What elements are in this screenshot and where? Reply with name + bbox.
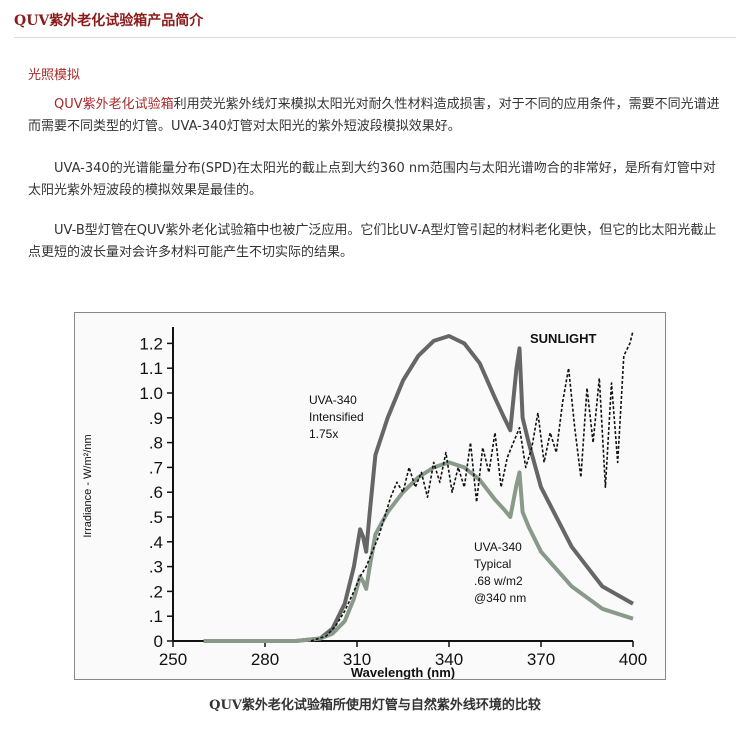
x-tick-label: 340	[435, 650, 463, 669]
page-header: QUV紫外老化试验箱产品简介	[14, 10, 736, 38]
paragraph-2: UVA-340的光谱能量分布(SPD)在太阳光的截止点到大约360 nm范围内与…	[28, 158, 728, 202]
annotation-typical-line4: @340 nm	[474, 591, 526, 605]
paragraph-2-text: UVA-340的光谱能量分布(SPD)在太阳光的截止点到大约360 nm范围内与…	[28, 161, 716, 198]
y-tick-label: 1.2	[139, 334, 163, 353]
paragraph-1: QUV紫外老化试验箱利用荧光紫外线灯来模拟太阳光对耐久性材料造成损害，对于不同的…	[28, 94, 728, 138]
y-axis-label: Irradiance - W/m²/nm	[82, 434, 94, 537]
x-tick-label: 250	[159, 650, 187, 669]
annotation-typical-line3: .68 w/m2	[474, 574, 523, 588]
figure-caption: QUV紫外老化试验箱所使用灯管与自然紫外线环境的比较	[209, 698, 541, 713]
series-line-2	[203, 460, 634, 643]
annotation-intensified-name: UVA-340	[309, 393, 357, 407]
product-link[interactable]: QUV紫外老化试验箱	[54, 97, 174, 112]
y-tick-label: 0	[154, 632, 163, 651]
paragraph-3-text: UV-B型灯管在QUV紫外老化试验箱中也被广泛应用。它们比UV-A型灯管引起的材…	[28, 223, 717, 260]
spectrum-chart: 250 280 310 340 370 400 0 .1 .2 .3 .4 .5 .6 .7 .8 .9 1.0…	[82, 327, 647, 679]
y-tick-label: .9	[149, 409, 163, 428]
x-tick-label: 370	[527, 650, 555, 669]
y-tick-label: .7	[149, 458, 163, 477]
series-line-1	[203, 334, 634, 643]
paragraph-3: UV-B型灯管在QUV紫外老化试验箱中也被广泛应用。它们比UV-A型灯管引起的材…	[28, 220, 728, 264]
y-tick-label: 1.0	[139, 384, 163, 403]
annotation-intensified-line3: 1.75x	[309, 427, 338, 441]
page-title: QUV紫外老化试验箱产品简介	[14, 13, 204, 29]
annotation-sunlight: SUNLIGHT	[530, 331, 597, 346]
x-tick-label: 400	[619, 650, 647, 669]
y-tick-label: .8	[149, 434, 163, 453]
y-tick-label: .1	[149, 607, 163, 626]
annotation-intensified-line2: Intensified	[309, 410, 364, 424]
x-axis-label: Wavelength (nm)	[351, 665, 455, 679]
x-tick-label: 310	[343, 650, 371, 669]
annotation-typical-line2: Typical	[474, 557, 511, 571]
y-tick-label: 1.1	[139, 359, 163, 378]
spectrum-chart-figure: 250 280 310 340 370 400 0 .1 .2 .3 .4 .5 .6 .7 .8 .9 1.0…	[74, 312, 666, 680]
y-tick-label: .2	[149, 582, 163, 601]
y-tick-label: .5	[149, 508, 163, 527]
y-tick-label: .3	[149, 558, 163, 577]
series-line-3	[310, 330, 634, 642]
x-tick-label: 280	[251, 650, 279, 669]
annotation-typical-name: UVA-340	[474, 540, 522, 554]
section-title: 光照模拟	[28, 68, 81, 83]
y-tick-label: .6	[149, 483, 163, 502]
y-tick-label: .4	[149, 533, 163, 552]
paragraph-1-text: 利用荧光紫外线灯来模拟太阳光对耐久性材料造成损害，对于不同的应用条件，需要不同光…	[28, 97, 720, 134]
